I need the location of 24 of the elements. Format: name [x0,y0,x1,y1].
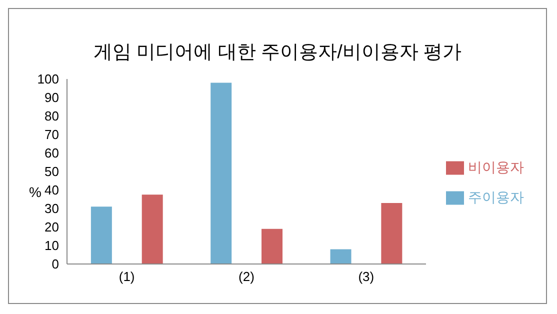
x-tick-label: (3) [358,269,374,284]
y-tick-label: 100 [37,72,59,87]
bar [90,206,112,264]
y-tick-label: 40 [44,182,59,198]
y-tick-label: 10 [44,238,59,254]
bar [330,249,352,264]
y-tick-label: 70 [44,127,59,142]
y-tick-label: 0 [52,256,59,272]
y-tick-label: 30 [44,201,59,216]
x-tick-label: (1) [118,269,135,284]
y-tick-label: 90 [44,90,59,106]
legend-label: 주이용자 [468,188,524,204]
legend-label: 비이용자 [468,158,524,174]
y-tick-label: 80 [44,108,59,124]
bar [381,202,402,264]
chart-title: 게임 미디어에 대한 주이용자/비이용자 평가 [92,41,463,65]
y-tick-label: 20 [44,220,59,235]
y-axis-title: % [29,184,42,200]
y-tick-label: 50 [44,164,59,180]
x-tick-label: (2) [238,269,254,284]
bar [262,228,283,264]
y-tick-label: 60 [44,146,59,161]
bar [142,194,163,264]
bar [210,82,232,264]
